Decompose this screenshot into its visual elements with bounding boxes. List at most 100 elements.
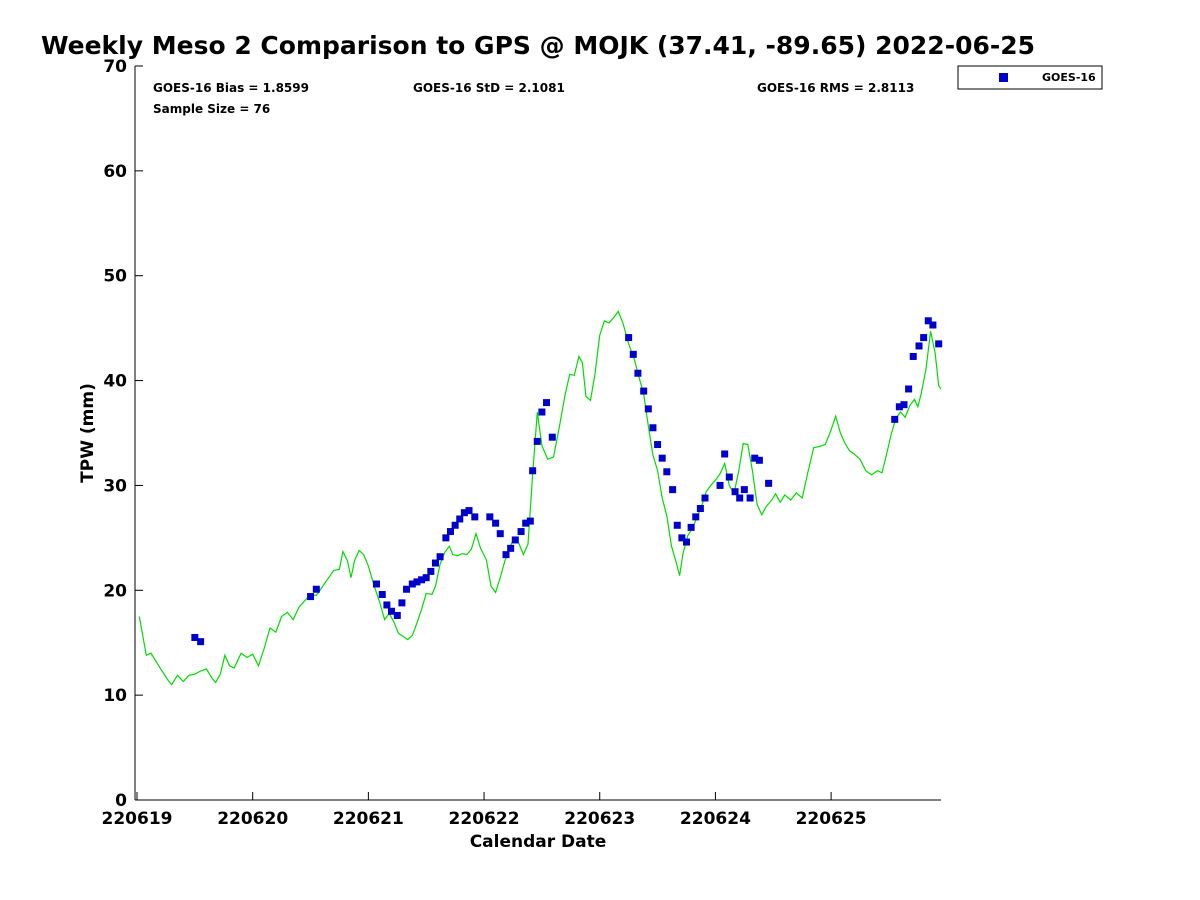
x-tick-label: 220623 — [564, 809, 635, 829]
goes-16-point — [422, 574, 430, 582]
goes-16-point — [538, 408, 546, 416]
y-tick-label: 30 — [103, 476, 127, 496]
goes-16-point — [915, 342, 923, 350]
goes-16-point — [403, 585, 411, 593]
goes-16-point — [663, 468, 671, 476]
goes-16-point — [502, 551, 510, 559]
goes-16-point — [442, 534, 450, 542]
goes-16-point — [517, 528, 525, 536]
x-tick-label: 220624 — [680, 809, 751, 829]
goes-16-point — [924, 317, 932, 325]
goes-16-point — [891, 415, 899, 423]
goes-16-point — [678, 534, 686, 542]
goes-16-point — [522, 519, 530, 527]
goes-16-point — [625, 334, 633, 342]
goes-16-point — [418, 576, 426, 584]
goes-16-point — [751, 454, 759, 462]
x-tick-label: 220621 — [333, 809, 404, 829]
y-tick-label: 0 — [115, 791, 127, 811]
bias-stat: GOES-16 Bias = 1.8599 — [153, 81, 309, 95]
goes-16-point — [673, 521, 681, 529]
goes-16-point — [312, 585, 320, 593]
goes-16-point — [507, 544, 515, 552]
goes-16-point — [451, 521, 459, 529]
goes-16-point — [909, 352, 917, 360]
stats-annotations: GOES-16 Bias = 1.8599 GOES-16 StD = 2.10… — [153, 81, 914, 116]
goes-series — [191, 317, 943, 646]
goes-16-point — [669, 486, 677, 494]
goes-16-point — [460, 509, 468, 517]
goes-16-point — [629, 350, 637, 358]
goes-16-point — [529, 467, 537, 475]
goes-16-point — [725, 473, 733, 481]
goes-16-point — [526, 517, 534, 525]
goes-16-point — [682, 538, 690, 546]
goes-16-point — [436, 553, 444, 561]
rms-stat: GOES-16 RMS = 2.8113 — [757, 81, 914, 95]
sample-size-stat: Sample Size = 76 — [153, 102, 270, 116]
std-stat: GOES-16 StD = 2.1081 — [413, 81, 565, 95]
goes-16-point — [533, 437, 541, 445]
goes-16-point — [413, 578, 421, 586]
goes-16-point — [471, 513, 479, 521]
goes-16-point — [456, 515, 464, 523]
legend-box — [957, 65, 1103, 90]
y-tick-label: 60 — [103, 162, 127, 182]
y-tick-label: 10 — [103, 686, 127, 706]
goes-16-point — [511, 536, 519, 544]
goes-16-point — [920, 334, 928, 342]
goes-16-point — [191, 633, 199, 641]
y-tick-label: 50 — [103, 267, 127, 287]
goes-16-point — [731, 488, 739, 496]
y-tick-label: 40 — [103, 372, 127, 392]
goes-16-point — [408, 580, 416, 588]
goes-16-point — [398, 599, 406, 607]
goes-16-point — [640, 387, 648, 395]
goes-16-point — [492, 519, 500, 527]
goes-16-point — [649, 424, 657, 432]
plot-area — [138, 310, 943, 686]
legend-marker-goes-16 — [999, 73, 1008, 82]
x-tick-label: 220620 — [217, 809, 288, 829]
goes-16-point — [935, 340, 943, 348]
y-tick-label: 20 — [103, 581, 127, 601]
x-tick-label: 220622 — [449, 809, 520, 829]
legend-label-goes-16: GOES-16 — [1042, 71, 1096, 84]
goes-16-point — [307, 593, 315, 601]
goes-16-point — [197, 638, 205, 646]
x-tick-label: 220619 — [102, 809, 173, 829]
goes-16-point — [687, 523, 695, 531]
goes-16-point — [905, 385, 913, 393]
gps-series-line — [138, 310, 942, 686]
goes-16-point — [716, 481, 724, 489]
goes-16-point — [372, 580, 380, 588]
goes-16-point — [929, 321, 937, 329]
goes-16-point — [388, 607, 396, 615]
gps-series — [138, 310, 942, 686]
goes-16-point — [696, 504, 704, 512]
goes-16-point — [701, 494, 709, 502]
goes-16-point — [548, 433, 556, 441]
goes-16-point — [692, 513, 700, 521]
goes-16-point — [765, 479, 773, 487]
goes-16-point — [895, 403, 903, 411]
x-tick-label: 220625 — [796, 809, 867, 829]
goes-16-point — [658, 454, 666, 462]
goes-16-point — [486, 513, 494, 521]
goes-16-point — [383, 601, 391, 609]
goes-16-point — [634, 369, 642, 377]
goes-16-point — [378, 590, 386, 598]
chart-title: Weekly Meso 2 Comparison to GPS @ MOJK (… — [41, 31, 1035, 60]
goes-16-point — [654, 441, 662, 449]
y-ticks: 0 10 20 30 40 50 60 70 — [103, 57, 143, 811]
goes-16-point — [900, 401, 908, 409]
y-tick-label: 70 — [103, 57, 127, 77]
goes-16-point — [736, 494, 744, 502]
goes-16-point — [543, 399, 551, 407]
legend: GOES-16 — [957, 65, 1103, 90]
goes-16-point — [431, 559, 439, 567]
goes-16-point — [721, 450, 729, 458]
goes-16-point — [746, 494, 754, 502]
goes-16-point — [393, 611, 401, 619]
